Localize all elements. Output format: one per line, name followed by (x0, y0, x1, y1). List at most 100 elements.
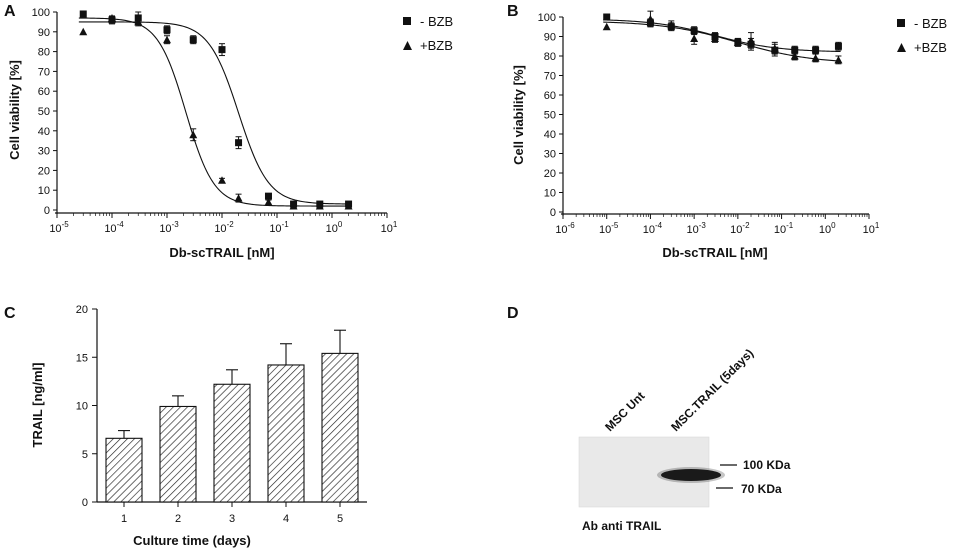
panel-a-y-tick-label: 20 (38, 165, 50, 177)
panel-b-point-triangle (602, 22, 611, 31)
panel-b-legend-square-marker (897, 19, 905, 27)
panel-a-y-tick-label: 100 (32, 7, 50, 19)
panel-a-legend-label-minus-bzb: - BZB (420, 14, 453, 29)
panel-b-point-triangle (733, 38, 742, 46)
panel-a-legend-triangle-marker (403, 41, 412, 50)
panel-letter-a: A (4, 3, 16, 20)
panel-b-fit-curve (603, 19, 841, 53)
panel-letter-d: D (507, 305, 519, 322)
panel-a-fit-curve (78, 21, 352, 205)
panel-b-y-tick-label: 0 (550, 207, 556, 219)
blot-marker-label-70: 70 KDa (741, 482, 782, 496)
panel-a-point-square (189, 36, 197, 44)
panel-a-point-triangle (189, 130, 198, 139)
panel-a-x-axis-title: Db-scTRAIL [nM] (169, 245, 274, 260)
panel-b-x-axis-title: Db-scTRAIL [nM] (662, 245, 767, 260)
panel-b-x-tick-label: 10-5 (599, 221, 619, 236)
panel-b-fit-curve (603, 21, 841, 62)
panel-b-point-triangle (811, 53, 820, 62)
panel-a-chart: 0 10 20 30 40 50 60 70 80 90 100 10-5 10-4 10-3 10-2 10… (7, 7, 453, 260)
panel-b-point-triangle (667, 20, 676, 29)
panel-a-y-tick-label: 0 (44, 205, 50, 217)
panel-a-y-tick-label: 70 (38, 66, 50, 78)
panel-b-x-tick-label: 10-3 (686, 221, 706, 236)
panel-c-y-tick-label: 20 (76, 304, 88, 316)
panel-b-y-tick-label: 70 (544, 71, 556, 83)
panel-c-y-tick-label: 5 (82, 449, 88, 461)
panel-a-point-square (264, 192, 272, 200)
panel-b-x-tick-label: 100 (819, 221, 836, 236)
panel-c-x-tick-label: 2 (175, 513, 181, 525)
panel-b-point-triangle (834, 55, 843, 64)
panel-c-bar (267, 364, 305, 503)
panel-b-point-triangle (646, 14, 655, 23)
blot-caption: Ab anti TRAIL (582, 519, 661, 533)
panel-a-y-tick-label: 10 (38, 185, 50, 197)
panel-a-legend-square-marker (403, 17, 411, 25)
panel-b-legend-triangle-marker (897, 43, 906, 52)
panel-c-x-tick-label: 1 (121, 513, 127, 525)
panel-c-bar (321, 352, 359, 503)
panel-b-point-square (791, 46, 799, 54)
panel-b-y-tick-label: 60 (544, 90, 556, 102)
panel-a-x-tick-label: 10-3 (159, 220, 179, 235)
panel-b-y-tick-label: 80 (544, 51, 556, 63)
panel-b-chart: 0 10 20 30 40 50 60 70 80 90 100 10-6 10-5 10-4 10-3 10… (511, 10, 947, 260)
panel-c-x-axis-title: Culture time (days) (133, 533, 251, 548)
panel-b-x-tick-label: 10-4 (643, 221, 663, 236)
blot-lane-label-msc-trail: MSC.TRAIL (5days) (668, 346, 756, 434)
panel-a-x-tick-label: 101 (381, 220, 398, 235)
panel-a-y-tick-label: 50 (38, 106, 50, 118)
panel-a-x-tick-label: 100 (326, 220, 343, 235)
blot-band-trail (661, 469, 721, 481)
panel-c-bar (105, 437, 143, 503)
panel-b-point-triangle (710, 34, 719, 42)
panel-a-legend: - BZB +BZB (403, 14, 453, 53)
panel-b-point-triangle (770, 44, 779, 52)
panel-c-y-tick-label: 0 (82, 497, 88, 509)
blot-marker-label-100: 100 KDa (743, 458, 791, 472)
panel-a-x-tick-label: 10-2 (214, 220, 234, 235)
panel-c-chart: 0 5 10 15 20 1 2 3 4 5 Culture time (days) TRAIL … (30, 304, 367, 548)
panel-d-western-blot: MSC Unt MSC.TRAIL (5days) 100 KDa 70 KDa… (578, 346, 791, 533)
panel-b-y-tick-label: 50 (544, 110, 556, 122)
panel-c-x-tick-label: 3 (229, 513, 235, 525)
panel-b-x-tick-label: 10-2 (730, 221, 750, 236)
panel-c-y-tick-label: 15 (76, 352, 88, 364)
panel-b-y-tick-label: 20 (544, 168, 556, 180)
panel-b-x-tick-label: 10-1 (774, 221, 794, 236)
panel-b-y-tick-label: 40 (544, 129, 556, 141)
panel-b-legend-label-plus-bzb: +BZB (914, 40, 947, 55)
panel-a-point-triangle (289, 202, 298, 210)
panel-b-y-axis-title: Cell viability [%] (511, 65, 526, 165)
panel-a-y-axis-title: Cell viability [%] (7, 60, 22, 160)
panel-a-x-tick-label: 10-1 (269, 220, 289, 235)
panel-c-x-tick-label: 5 (337, 513, 343, 525)
panel-a-y-tick-label: 80 (38, 47, 50, 59)
panel-a-point-triangle (134, 17, 143, 26)
panel-c-y-axis-title: TRAIL [ng/ml] (30, 363, 45, 448)
panel-b-point-square (834, 42, 842, 50)
panel-a-point-triangle (108, 13, 116, 22)
panel-b-legend: - BZB +BZB (897, 16, 947, 55)
blot-lane-label-msc-unt: MSC Unt (602, 389, 647, 434)
panel-a-point-square (218, 46, 226, 54)
panel-letter-c: C (4, 305, 16, 322)
panel-c-y-tick-label: 10 (76, 401, 88, 413)
panel-a-y-tick-label: 30 (38, 146, 50, 158)
panel-a-point-triangle (218, 176, 226, 184)
panel-a-point-triangle (79, 27, 88, 36)
panel-b-point-square (812, 46, 820, 54)
panel-b-y-tick-label: 30 (544, 149, 556, 161)
panel-b-y-tick-label: 100 (538, 12, 556, 24)
panel-b-legend-label-minus-bzb: - BZB (914, 16, 947, 31)
panel-b-point-triangle (690, 34, 699, 42)
blot-band-halo (657, 467, 725, 483)
panel-a-y-tick-label: 90 (38, 27, 50, 39)
panel-b-point-triangle (747, 36, 756, 44)
panel-a-point-square (79, 10, 87, 18)
panel-a-point-triangle (234, 194, 243, 202)
panel-a-point-square (235, 139, 243, 147)
panel-a-x-tick-label: 10-5 (49, 220, 69, 235)
